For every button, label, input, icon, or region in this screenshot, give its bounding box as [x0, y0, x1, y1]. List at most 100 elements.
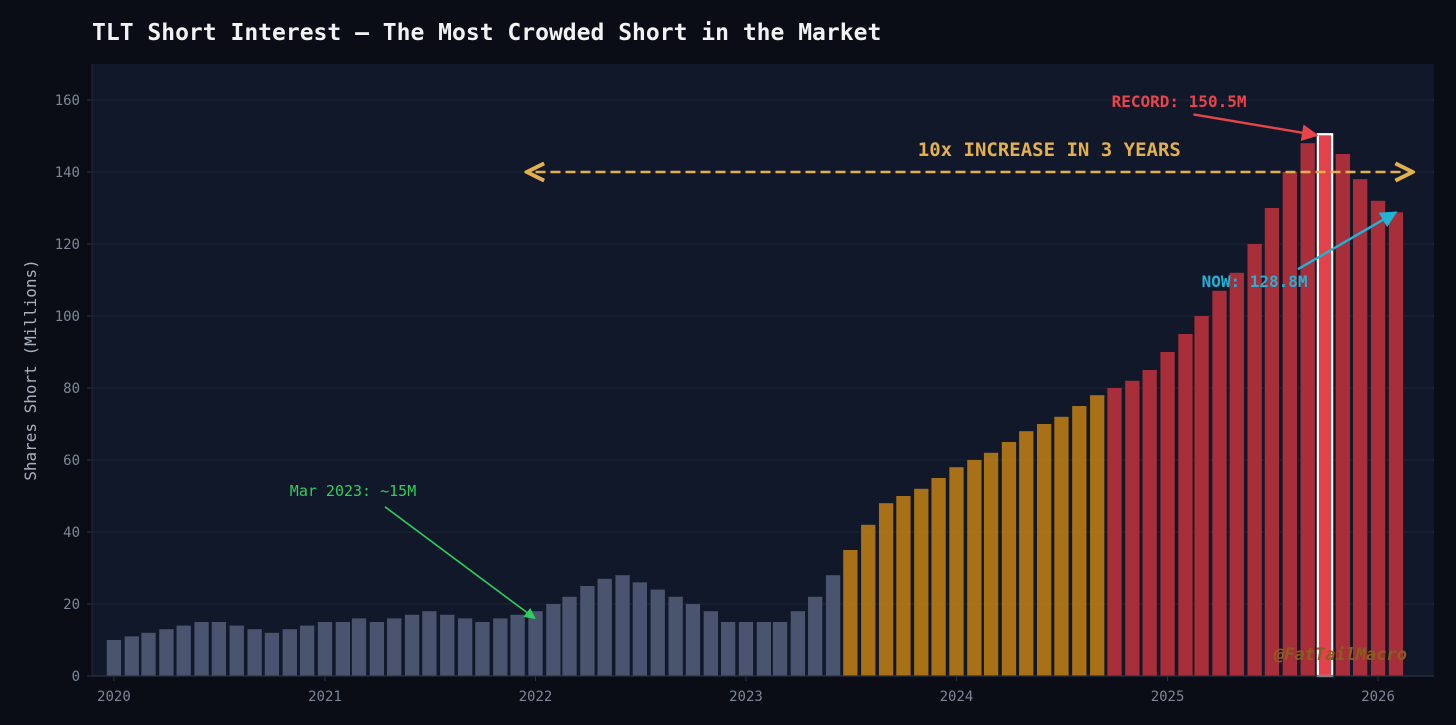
bar — [141, 632, 156, 676]
y-tick-label: 120 — [55, 237, 80, 253]
bar — [1090, 395, 1105, 676]
bar — [738, 622, 754, 676]
bar — [546, 604, 561, 676]
bar — [317, 622, 333, 676]
bar — [650, 589, 665, 676]
bar — [1229, 272, 1244, 676]
y-axis-label: Shares Short (Millions) — [21, 259, 40, 481]
x-tick-label: 2023 — [729, 689, 763, 705]
bar — [387, 618, 402, 676]
bar — [1353, 179, 1368, 676]
bar — [878, 503, 894, 676]
bar — [404, 614, 420, 676]
bar — [1194, 316, 1209, 676]
y-tick-label: 60 — [63, 453, 80, 469]
y-tick-label: 0 — [72, 669, 80, 685]
bar — [1300, 143, 1315, 676]
now-annotation-label: NOW: 128.8M — [1202, 272, 1308, 291]
y-tick-label: 160 — [55, 93, 80, 109]
bar — [159, 629, 174, 676]
low-annotation-label: Mar 2023: ~15M — [290, 482, 416, 500]
y-tick-label: 140 — [55, 165, 80, 181]
bar — [1264, 208, 1280, 676]
bar — [1125, 380, 1140, 676]
bar — [1178, 334, 1193, 676]
x-tick-label: 2020 — [97, 689, 131, 705]
bar — [528, 611, 543, 676]
bar — [1019, 431, 1034, 676]
y-tick-label: 20 — [63, 597, 80, 613]
bar — [790, 611, 806, 676]
record-annotation-label: RECORD: 150.5M — [1112, 92, 1247, 111]
watermark: @FatTailMacro — [1273, 645, 1407, 665]
bar — [176, 625, 191, 676]
bar — [772, 622, 788, 676]
bar — [247, 629, 262, 676]
x-tick-label: 2024 — [940, 689, 974, 705]
bar — [1212, 290, 1227, 676]
span-annotation-label: 10x INCREASE IN 3 YEARS — [918, 139, 1181, 161]
bar — [1036, 424, 1052, 676]
bar — [668, 596, 683, 676]
bar — [1072, 406, 1087, 676]
bar — [949, 467, 964, 676]
bar — [440, 614, 455, 676]
bar — [632, 582, 648, 676]
bar — [983, 452, 999, 676]
bar — [1160, 352, 1175, 676]
bar — [1335, 154, 1351, 676]
bar — [1370, 200, 1386, 677]
bar — [597, 578, 612, 676]
bar — [1388, 212, 1404, 676]
bar — [1142, 370, 1157, 676]
bar — [808, 596, 823, 676]
bar — [124, 636, 139, 676]
bar — [475, 622, 490, 676]
y-tick-label: 80 — [63, 381, 80, 397]
now-arrow — [1297, 211, 1398, 271]
bar — [967, 460, 982, 676]
bar — [282, 629, 297, 676]
bar-record — [1316, 133, 1334, 678]
low-arrow — [384, 506, 536, 620]
bar — [351, 618, 367, 676]
bar — [685, 604, 701, 676]
chart-title: TLT Short Interest — The Most Crowded Sh… — [92, 20, 881, 46]
x-tick-label: 2021 — [308, 689, 342, 705]
bar — [211, 622, 227, 676]
bar — [580, 586, 595, 676]
y-tick-label: 100 — [55, 309, 80, 325]
bar — [422, 611, 437, 676]
bar — [457, 618, 473, 676]
bars — [106, 133, 1404, 678]
bar — [335, 622, 351, 676]
bar — [1247, 244, 1262, 676]
bar — [194, 622, 209, 676]
bar — [1001, 442, 1017, 676]
annotations: 10x INCREASE IN 3 YEARS RECORD: 150.5M NOW… — [290, 92, 1404, 620]
bar — [1054, 416, 1069, 676]
bar — [1107, 388, 1122, 676]
record-arrow — [1193, 113, 1319, 141]
bar — [931, 478, 946, 676]
bar — [369, 622, 385, 676]
x-tick-label: 2026 — [1361, 689, 1395, 705]
bar — [562, 596, 577, 676]
bar — [299, 625, 315, 676]
bar — [720, 622, 736, 676]
bar — [861, 524, 876, 676]
bar — [756, 622, 772, 676]
bar — [106, 640, 122, 676]
bar — [615, 575, 630, 676]
bar — [264, 632, 280, 676]
bar — [510, 614, 525, 676]
bar — [825, 575, 841, 676]
x-tick-label: 2025 — [1151, 689, 1185, 705]
bar — [914, 488, 929, 676]
y-tick-label: 40 — [63, 525, 80, 541]
bar — [1282, 172, 1297, 676]
x-tick-label: 2022 — [519, 689, 553, 705]
bar — [843, 550, 858, 676]
